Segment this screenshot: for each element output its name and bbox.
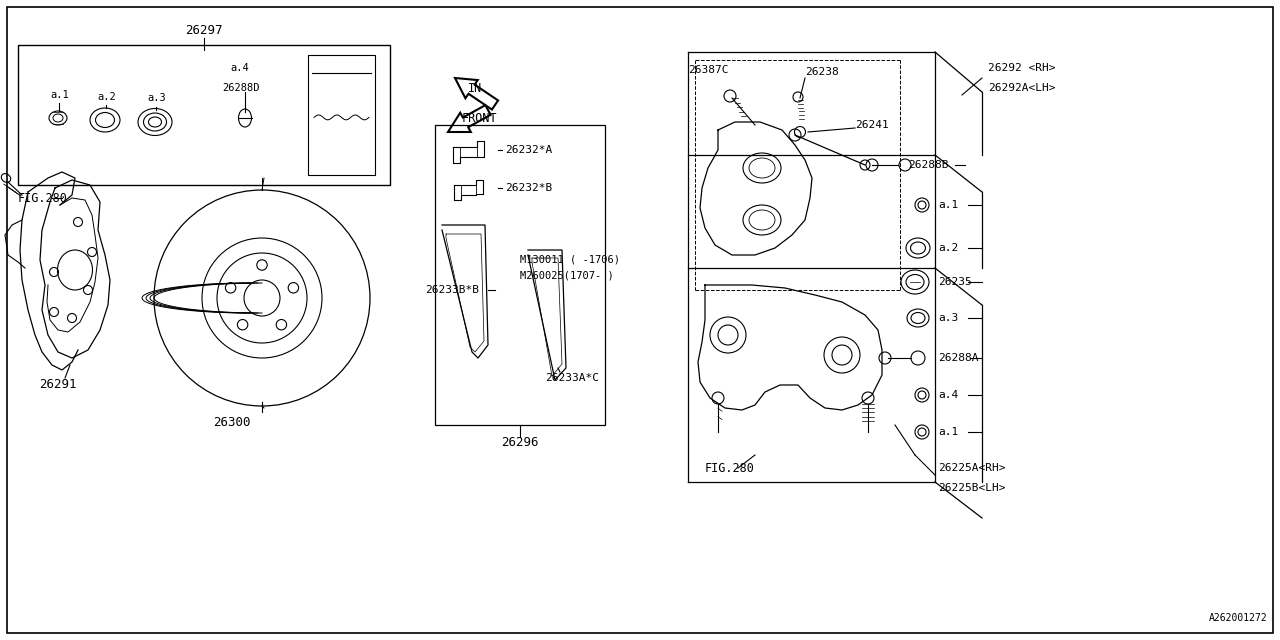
Text: 26235: 26235: [938, 277, 972, 287]
Text: a.1: a.1: [938, 427, 959, 437]
Text: a.2: a.2: [938, 243, 959, 253]
Text: a.1: a.1: [938, 200, 959, 210]
Text: M130011 ( -1706): M130011 ( -1706): [520, 255, 620, 265]
Bar: [18, 45, 390, 185]
Bar: [435, 125, 605, 425]
Text: IN: IN: [468, 81, 483, 95]
Text: M260025(1707- ): M260025(1707- ): [520, 270, 613, 280]
Text: 26232*A: 26232*A: [506, 145, 552, 155]
Text: FRONT: FRONT: [462, 111, 498, 125]
Text: 26238: 26238: [805, 67, 838, 77]
Text: 26387C: 26387C: [689, 65, 728, 75]
Text: A262001272: A262001272: [1210, 613, 1268, 623]
Text: a.3: a.3: [938, 313, 959, 323]
Text: 26288B: 26288B: [908, 160, 948, 170]
Text: 26300: 26300: [214, 415, 251, 429]
Text: 26292A<LH>: 26292A<LH>: [988, 83, 1056, 93]
Text: a.2: a.2: [97, 92, 115, 102]
Text: a.4: a.4: [230, 63, 248, 73]
Bar: [308, 55, 375, 175]
Text: 26297: 26297: [186, 24, 223, 36]
Text: 26291: 26291: [40, 378, 77, 392]
Text: 26288A: 26288A: [938, 353, 978, 363]
Text: 26233A*C: 26233A*C: [545, 373, 599, 383]
Text: 26225B<LH>: 26225B<LH>: [938, 483, 1006, 493]
Text: 26288D: 26288D: [221, 83, 260, 93]
Text: a.1: a.1: [50, 90, 69, 100]
Text: a.3: a.3: [147, 93, 165, 103]
Text: 26232*B: 26232*B: [506, 183, 552, 193]
Text: 26296: 26296: [502, 435, 539, 449]
Text: 26292 <RH>: 26292 <RH>: [988, 63, 1056, 73]
Text: 26233B*B: 26233B*B: [425, 285, 479, 295]
Text: a.4: a.4: [938, 390, 959, 400]
Text: 26241: 26241: [855, 120, 888, 130]
Text: FIG.280: FIG.280: [18, 191, 68, 205]
Text: 26225A<RH>: 26225A<RH>: [938, 463, 1006, 473]
Text: FIG.280: FIG.280: [705, 461, 755, 474]
